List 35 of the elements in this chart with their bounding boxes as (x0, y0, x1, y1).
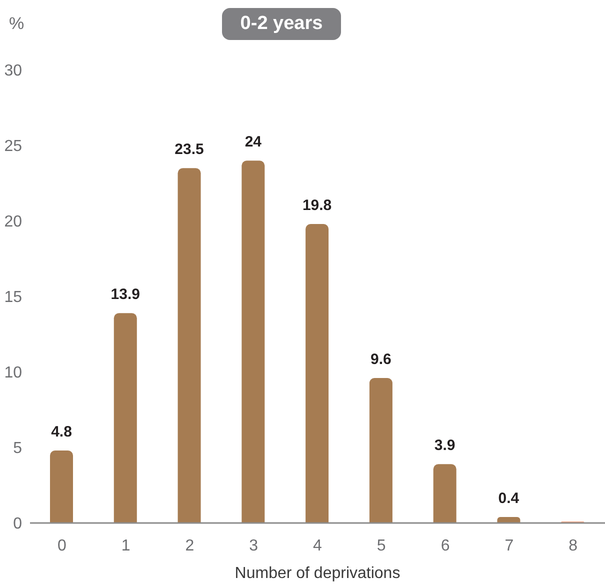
y-tick-label: 0 (13, 516, 22, 533)
data-label: 19.8 (302, 197, 332, 214)
data-label: 24 (244, 134, 262, 151)
data-label: 0.4 (498, 490, 520, 507)
bar (178, 168, 201, 523)
bar (369, 378, 392, 523)
x-tick-label: 0 (57, 537, 66, 554)
x-tick-label: 8 (568, 537, 578, 554)
bar (433, 464, 456, 523)
x-tick-label: 3 (249, 537, 258, 554)
x-tick-label: 5 (376, 537, 386, 554)
x-tick-label: 1 (121, 537, 130, 554)
data-label: 4.8 (51, 424, 72, 441)
data-label: 9.6 (370, 351, 392, 368)
bar (306, 224, 329, 523)
y-tick-label: 20 (4, 214, 22, 231)
bar (242, 160, 265, 523)
bar (114, 313, 137, 523)
y-tick-label: 30 (4, 62, 22, 80)
bar (497, 516, 520, 523)
x-tick-label: 4 (313, 537, 322, 554)
chart-title: 0-2 years (222, 8, 341, 40)
y-tick-label: 15 (4, 289, 22, 306)
y-tick-label: 25 (4, 138, 22, 156)
x-tick-label: 6 (440, 537, 450, 554)
data-label: 23.5 (174, 141, 204, 158)
data-label: 3.9 (434, 437, 456, 454)
y-tick-label: 5 (13, 440, 22, 458)
bar (50, 450, 73, 523)
x-tick-label: 7 (504, 537, 514, 554)
data-label: 13.9 (110, 286, 140, 304)
y-axis-title: % (9, 14, 24, 34)
y-tick-label: 10 (4, 364, 22, 382)
x-axis-title: Number of deprivations (234, 565, 400, 582)
x-tick-label: 2 (185, 537, 194, 554)
